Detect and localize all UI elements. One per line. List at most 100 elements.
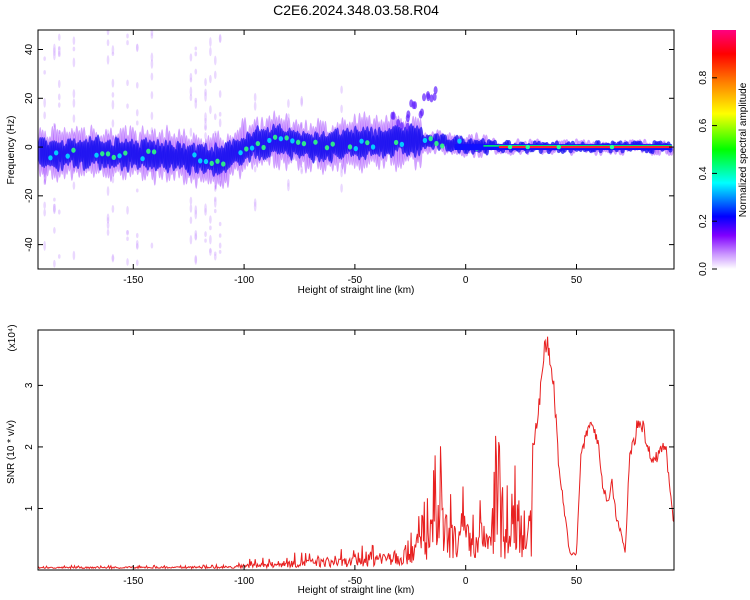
spectrogram-branch-mark <box>406 110 411 119</box>
spectrogram-noise-mark <box>72 250 76 261</box>
spectrogram-hot-mark <box>146 148 151 154</box>
spectrogram-hot-mark <box>290 138 295 144</box>
spectrogram-noise-mark <box>218 90 222 98</box>
spectrogram-hot-mark <box>105 151 111 157</box>
spectrogram-hot-mark <box>313 139 318 145</box>
spectrogram-noise-mark <box>43 179 46 186</box>
spectrogram-noise-mark <box>111 175 115 184</box>
spectrogram-noise-mark <box>189 203 193 213</box>
spectrogram-noise-mark <box>135 240 139 246</box>
spectrogram-branch-mark <box>429 94 434 103</box>
snr-x-tick-label-4: 50 <box>571 576 583 587</box>
spectrogram-noise-mark <box>189 216 193 224</box>
spectrogram-noise-mark <box>57 33 61 42</box>
colorbar-tick-label-0: 0.0 <box>698 262 709 276</box>
spectrogram-noise-mark <box>253 101 257 111</box>
spectrogram-noise-mark <box>340 104 343 114</box>
spectrogram-noise-mark <box>213 185 217 192</box>
colorbar-tick-label-2: 0.4 <box>698 166 709 180</box>
spectrogram-noise-mark <box>218 111 222 117</box>
spectrogram-hot-mark <box>65 153 70 159</box>
spectrogram-noise-mark <box>57 102 61 108</box>
spectrogram-noise-mark <box>218 34 222 44</box>
spectrogram-noise-mark <box>111 91 115 98</box>
spectrogram-noise-mark <box>209 105 212 115</box>
snr-x-tick-label-0: -150 <box>123 576 143 587</box>
spectrogram-noise-mark <box>106 30 110 36</box>
spectrogram-hot-mark <box>330 141 335 147</box>
spectrogram-noise-mark <box>135 232 139 239</box>
spectrogram-noise-mark <box>340 183 343 193</box>
spectrogram-noise-mark <box>209 215 212 224</box>
colorbar-ticks: 0.0 0.2 0.4 0.6 0.8 <box>698 70 717 276</box>
spectrogram-noise-mark <box>135 81 139 89</box>
spectrogram-noise-mark <box>53 259 56 268</box>
spectrogram-x-ticks: -150 -100 -50 0 50 <box>123 30 582 286</box>
spectrogram-hot-mark <box>198 158 203 164</box>
spectrogram-hot-mark <box>100 151 105 157</box>
spectrogram-noise-mark <box>189 53 193 62</box>
spectrogram-y-tick-label-1: -20 <box>24 188 35 203</box>
spectrogram-noise-mark <box>126 40 129 46</box>
snr-x-tick-label-2: -50 <box>348 576 363 587</box>
spectrogram-noise-mark <box>218 221 222 227</box>
spectrogram-x-tick-label-2: -50 <box>348 275 363 286</box>
spectrogram-hot-mark <box>71 147 76 153</box>
spectrogram-hot-mark <box>324 145 330 151</box>
spectrogram-noise-mark <box>194 51 198 57</box>
spectrogram-branch-mark <box>432 92 437 101</box>
spectrogram-noise-mark <box>150 91 154 100</box>
spectrogram-hot-mark <box>140 156 145 162</box>
spectrogram-noise-mark <box>111 204 115 213</box>
spectrogram-noise-mark <box>57 79 61 89</box>
colorbar-gradient <box>712 30 736 269</box>
spectrogram-hot-mark <box>123 150 128 156</box>
spectrogram-frame <box>37 29 675 270</box>
spectrogram-carrier-point-2 <box>556 144 561 150</box>
spectrogram-branch-mark <box>422 93 427 102</box>
spectrogram-noise-mark <box>194 255 198 265</box>
spectrogram-x-label: Height of straight line (km) <box>298 285 415 296</box>
spectrogram-noise-mark <box>213 251 217 257</box>
spectrogram-y-ticks: -40 -20 0 20 40 <box>24 44 674 252</box>
spectrogram-noise-mark <box>194 97 198 103</box>
spectrogram-hot-mark <box>301 141 307 147</box>
spectrogram-noise-mark <box>213 70 217 80</box>
spectrogram-noise-mark <box>213 208 217 214</box>
spectrogram-noise-mark <box>209 248 212 254</box>
colorbar-tick-label-1: 0.2 <box>698 214 709 228</box>
spectrogram-noise-mark <box>126 236 129 242</box>
spectrogram-noise-mark <box>106 129 110 138</box>
spectrogram-noise-mark <box>53 205 56 213</box>
spectrogram-noise-mark <box>43 70 46 75</box>
spectrogram-hot-mark <box>209 160 214 166</box>
spectrogram-noise-mark <box>53 47 56 56</box>
spectrogram-noise-mark <box>150 59 154 69</box>
colorbar-label: Normalized spectral amplitude <box>738 82 749 217</box>
spectrogram-noise-mark <box>194 232 198 241</box>
spectrogram-hot-mark <box>151 149 157 155</box>
spectrogram-hot-mark <box>215 158 220 164</box>
spectrogram-noise-mark <box>106 228 110 236</box>
spectrogram-hot-mark <box>399 141 405 147</box>
spectrogram-noise-mark <box>300 168 304 175</box>
spectrogram-noise-mark <box>111 78 115 88</box>
spectrogram-noise-mark <box>135 188 139 193</box>
spectrogram-hot-mark <box>53 150 59 156</box>
spectrogram-noise-mark <box>204 238 207 243</box>
snr-series-line <box>38 336 674 570</box>
spectrogram-noise-mark <box>218 249 222 254</box>
spectrogram-noise-mark <box>57 50 61 56</box>
spectrogram-noise-mark <box>213 55 217 66</box>
spectrogram-noise-mark <box>43 97 46 108</box>
spectrogram-hot-mark <box>267 137 272 144</box>
figure-title: C2E6.2024.348.03.58.R04 <box>273 2 439 18</box>
spectrogram-noise-mark <box>111 253 115 263</box>
spectrogram-hot-mark <box>295 139 301 145</box>
snr-frame <box>37 329 675 571</box>
spectrogram-noise-mark <box>300 121 304 129</box>
spectrogram-noise-mark <box>135 109 139 117</box>
spectrogram-noise-mark <box>72 36 76 45</box>
snr-x-tick-label-3: 0 <box>463 576 469 587</box>
spectrogram-noise-mark <box>57 129 61 135</box>
